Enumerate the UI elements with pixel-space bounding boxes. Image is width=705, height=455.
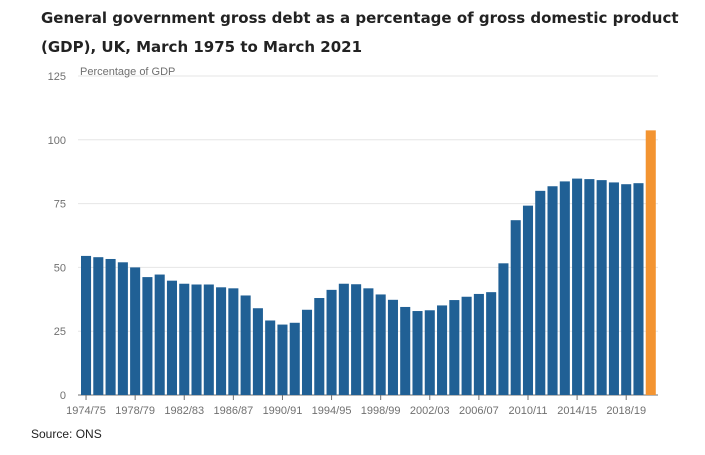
x-tick-label: 1990/91 bbox=[263, 405, 303, 417]
chart-title-line-2: (GDP), UK, March 1975 to March 2021 bbox=[41, 38, 363, 56]
y-tick-label: 25 bbox=[54, 326, 66, 338]
x-tick-label: 1994/95 bbox=[312, 405, 352, 417]
x-tick-label: 2006/07 bbox=[459, 405, 499, 417]
bar-1985/86 bbox=[216, 287, 227, 395]
bar-2019/20 bbox=[633, 183, 644, 395]
x-tick-label: 1978/79 bbox=[115, 405, 155, 417]
bar-2018/19 bbox=[621, 184, 632, 395]
x-tick-label: 1986/87 bbox=[213, 405, 253, 417]
bar-1979/80 bbox=[142, 277, 153, 395]
y-axis-ticks: 0 25 50 75 100 125 bbox=[48, 71, 66, 402]
bar-1993/94 bbox=[314, 298, 325, 395]
y-tick-label: 100 bbox=[48, 135, 66, 147]
bar-2005/06 bbox=[461, 296, 472, 395]
bar-2014/15 bbox=[572, 178, 583, 395]
bar-1983/84 bbox=[191, 284, 202, 395]
bar-1977/78 bbox=[117, 262, 128, 395]
bar-2007/08 bbox=[486, 292, 497, 395]
x-tick-label: 1974/75 bbox=[66, 405, 106, 417]
bar-1978/79 bbox=[130, 267, 141, 395]
y-tick-label: 125 bbox=[48, 71, 66, 83]
x-axis-ticks: 1974/75 1978/79 1982/83 1986/87 1990/91 1994/… bbox=[66, 395, 646, 417]
bar-1995/96 bbox=[338, 283, 349, 395]
bar-1976/77 bbox=[105, 258, 116, 395]
y-tick-label: 50 bbox=[54, 262, 66, 274]
bar-1986/87 bbox=[228, 288, 239, 395]
y-tick-label: 0 bbox=[60, 390, 66, 402]
bar-1996/97 bbox=[351, 284, 362, 395]
bar-1974/75 bbox=[81, 255, 92, 395]
bar-1989/90 bbox=[265, 320, 276, 395]
x-tick-label: 1982/83 bbox=[164, 405, 204, 417]
chart-title-line-1: General government gross debt as a perce… bbox=[41, 9, 679, 27]
source-note: Source: ONS bbox=[31, 427, 102, 441]
bar-1984/85 bbox=[203, 284, 214, 395]
bar-1987/88 bbox=[240, 295, 251, 395]
y-axis-label: Percentage of GDP bbox=[80, 66, 175, 78]
bar-1981/82 bbox=[166, 280, 178, 395]
bar-2006/07 bbox=[473, 293, 484, 395]
bars bbox=[81, 130, 656, 395]
bar-1992/93 bbox=[301, 309, 313, 395]
x-tick-label: 2018/19 bbox=[606, 405, 646, 417]
bar-1997/98 bbox=[363, 288, 374, 395]
bar-2001/02 bbox=[412, 311, 423, 395]
bar-2010/11 bbox=[522, 205, 534, 395]
bar-2004/05 bbox=[449, 300, 460, 395]
x-tick-label: 1998/99 bbox=[361, 405, 401, 417]
x-tick-label: 2002/03 bbox=[410, 405, 450, 417]
bar-2000/01 bbox=[400, 306, 411, 395]
bar-1991/92 bbox=[289, 322, 300, 395]
bar-2011/12 bbox=[535, 190, 546, 395]
y-tick-label: 75 bbox=[54, 199, 66, 211]
x-tick-label: 2014/15 bbox=[557, 405, 597, 417]
bar-2013/14 bbox=[559, 181, 570, 395]
bar-1990/91 bbox=[277, 324, 288, 395]
bar-2016/17 bbox=[596, 180, 607, 395]
bar-2009/10 bbox=[510, 220, 521, 395]
bar-1999/00 bbox=[387, 299, 398, 395]
bar-2017/18 bbox=[608, 182, 619, 395]
chart-title: General government gross debt as a perce… bbox=[41, 4, 681, 62]
bar-2002/03 bbox=[424, 310, 435, 395]
bar-1980/81 bbox=[154, 274, 165, 395]
bar-2012/13 bbox=[547, 186, 558, 395]
bar-1982/83 bbox=[179, 283, 190, 395]
bar-1988/89 bbox=[252, 308, 263, 395]
bar-2020/21 bbox=[645, 130, 656, 395]
x-tick-label: 2010/11 bbox=[509, 405, 548, 417]
bar-2015/16 bbox=[584, 179, 595, 395]
bar-1998/99 bbox=[375, 294, 386, 395]
bar-2008/09 bbox=[498, 263, 509, 395]
bar-1994/95 bbox=[326, 289, 337, 395]
bar-1975/76 bbox=[93, 257, 104, 395]
bar-2003/04 bbox=[437, 305, 448, 395]
